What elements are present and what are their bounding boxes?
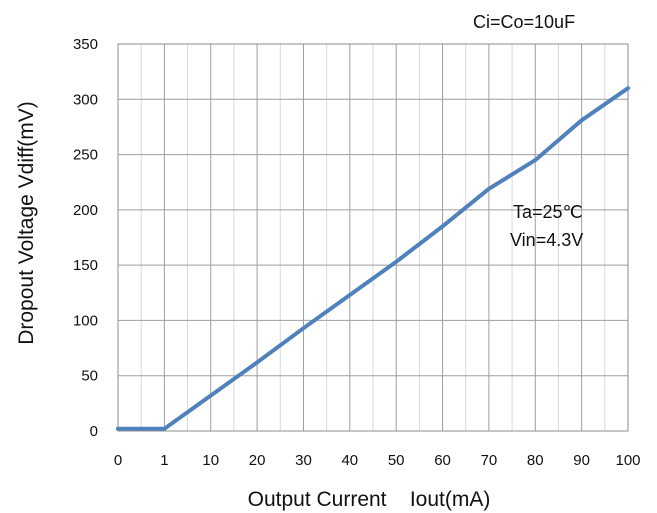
y-tick-label: 250	[73, 147, 98, 164]
x-tick-label: 60	[434, 452, 451, 469]
x-tick-label: 1	[160, 452, 168, 469]
data-point	[394, 260, 398, 264]
data-point	[255, 360, 259, 364]
data-point	[533, 158, 537, 162]
y-tick-label: 150	[73, 257, 98, 274]
y-axis-title: Dropout Voltage Vdiff(mV)	[15, 101, 38, 345]
x-tick-label: 10	[202, 452, 219, 469]
x-axis-title: Output Current Iout(mA)	[248, 488, 491, 511]
series	[116, 86, 630, 431]
data-point	[626, 86, 630, 90]
y-tick-label: 0	[90, 423, 98, 440]
x-tick-label: 20	[249, 452, 266, 469]
x-tick-label: 80	[527, 452, 544, 469]
x-tick-label: 50	[388, 452, 405, 469]
data-point	[487, 187, 491, 191]
y-axis-ticks: 0 50 100 150 200 250 300 350	[73, 36, 98, 440]
x-tick-label: 0	[114, 452, 122, 469]
data-point	[209, 394, 213, 398]
data-point	[580, 118, 584, 122]
plot-border	[117, 43, 629, 432]
plot-frame	[117, 43, 629, 432]
y-tick-label: 300	[73, 91, 98, 108]
capacitor-annotation: Ci=Co=10uF	[473, 12, 575, 32]
input-voltage-annotation: Vin=4.3V	[510, 230, 583, 250]
data-point	[348, 293, 352, 297]
data-point	[116, 427, 120, 431]
x-tick-label: 30	[295, 452, 312, 469]
temperature-annotation: Ta=25℃	[513, 202, 583, 222]
y-tick-label: 50	[81, 368, 98, 385]
y-tick-label: 350	[73, 36, 98, 53]
x-tick-label: 40	[341, 452, 358, 469]
y-tick-label: 100	[73, 312, 98, 329]
x-tick-label: 70	[481, 452, 498, 469]
x-axis-ticks: 0 1 10 20 30 40 50 60 70 80 90 100	[114, 452, 641, 469]
x-tick-label: 100	[615, 452, 640, 469]
y-tick-label: 200	[73, 202, 98, 219]
data-point	[162, 427, 166, 431]
x-tick-label: 90	[573, 452, 590, 469]
series-line	[116, 86, 630, 431]
data-point	[301, 326, 305, 330]
data-point	[441, 224, 445, 228]
